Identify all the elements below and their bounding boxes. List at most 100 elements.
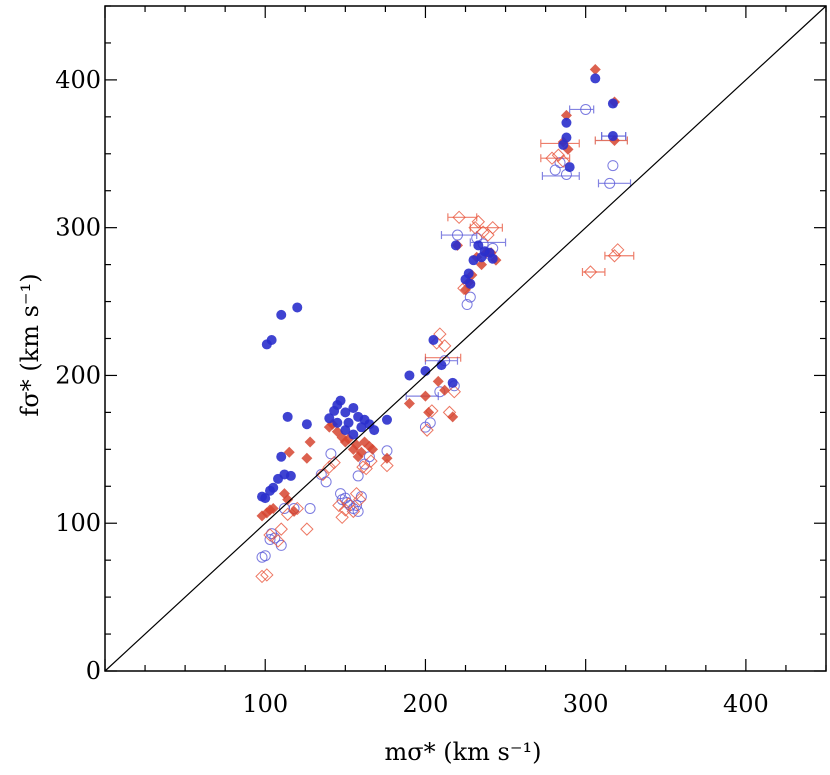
filled-diamond-point	[403, 398, 415, 410]
filled-circle-point	[465, 278, 476, 289]
open-diamond-point	[255, 569, 269, 584]
error-bar	[569, 105, 595, 114]
x-tick-label: 300	[563, 690, 609, 718]
y-tick-label: 200	[55, 361, 101, 389]
filled-circle-point	[332, 417, 343, 428]
filled-circle-point	[340, 425, 351, 436]
x-tick-label: 200	[403, 690, 449, 718]
open-diamond-point	[316, 467, 330, 482]
filled-circle-point	[436, 360, 447, 371]
y-tick-label: 400	[55, 66, 101, 94]
open-diamond-point	[300, 522, 314, 536]
filled-circle-point	[447, 377, 458, 388]
open-circle-point	[352, 505, 364, 517]
open-circle-point	[352, 470, 364, 482]
open-diamond-point	[486, 220, 500, 235]
open-circle-point	[275, 539, 287, 551]
open-diamond-point	[327, 455, 341, 470]
filled-circle-point	[369, 425, 380, 436]
filled-circle-point	[607, 98, 618, 109]
open-diamond-point	[353, 492, 367, 507]
filled-diamond-point	[476, 259, 488, 271]
open-diamond-point	[346, 504, 361, 519]
filled-diamond-point	[301, 452, 313, 464]
y-tick-label: 100	[55, 509, 101, 537]
open-circle-point	[604, 177, 616, 189]
open-diamond-point	[364, 454, 378, 468]
filled-circle-point	[292, 302, 303, 313]
data-marks	[255, 64, 635, 584]
filled-circle-point	[561, 132, 572, 143]
open-diamond-point	[556, 154, 570, 168]
one-to-one-line	[104, 5, 827, 672]
filled-circle-point	[420, 366, 431, 377]
filled-diamond-point	[352, 451, 364, 463]
open-circle-point	[259, 550, 271, 562]
x-tick-labels: 100 200 300 400	[242, 690, 768, 718]
open-diamond-point	[452, 210, 466, 225]
filled-diamond-point	[432, 375, 444, 387]
open-diamond-point	[551, 148, 566, 162]
open-circle-point	[320, 476, 332, 488]
x-tick-label: 400	[723, 690, 769, 718]
open-circle-point	[264, 533, 276, 545]
open-diamond-point	[263, 528, 277, 542]
filled-diamond-point	[589, 64, 601, 76]
open-diamond-point	[611, 243, 625, 257]
error-bar	[604, 251, 635, 260]
filled-circle-point	[266, 334, 277, 345]
filled-diamond-point	[288, 505, 300, 517]
filled-diamond-point	[423, 406, 435, 418]
open-circle-point	[351, 499, 363, 511]
filled-circle-point	[564, 162, 575, 173]
open-circle-point	[549, 164, 561, 176]
open-circle-point	[580, 103, 592, 115]
y-tick-label: 0	[86, 657, 101, 685]
filled-circle-point	[268, 482, 279, 493]
filled-diamond-point	[381, 452, 393, 464]
filled-diamond-point	[419, 390, 431, 402]
filled-circle-point	[260, 493, 271, 504]
filled-diamond-point	[367, 443, 379, 455]
open-diamond-point	[260, 568, 274, 582]
open-diamond-point	[380, 458, 394, 473]
filled-diamond-point	[267, 502, 279, 514]
open-diamond-point	[420, 423, 434, 437]
filled-diamond-point	[439, 384, 451, 396]
open-circle-point	[269, 532, 281, 544]
open-diamond-point	[338, 503, 353, 517]
filled-circle-point	[590, 73, 601, 84]
open-diamond-point	[545, 151, 559, 165]
open-diamond-point	[271, 534, 285, 548]
y-tick-label: 300	[55, 214, 101, 242]
open-diamond-point	[433, 327, 447, 341]
filled-circle-point	[463, 268, 474, 279]
error-bar	[581, 268, 606, 276]
open-diamond-point	[356, 460, 370, 474]
filled-diamond-point	[447, 411, 459, 423]
x-axis-label: mσ* (km s⁻¹)	[384, 738, 541, 766]
filled-circle-point	[282, 411, 293, 422]
open-circle-point	[461, 299, 473, 311]
open-diamond-point	[290, 501, 304, 516]
filled-circle-point	[348, 402, 359, 413]
open-diamond-point	[471, 215, 486, 229]
filled-circle-point	[285, 470, 296, 481]
y-tick-labels: 0 100 200 300 400	[55, 66, 101, 685]
open-diamond-point	[274, 522, 288, 536]
filled-diamond-point	[256, 510, 268, 522]
filled-circle-point	[428, 334, 439, 345]
filled-circle-point	[335, 395, 346, 406]
open-diamond-point	[468, 220, 482, 235]
open-diamond-point	[322, 460, 337, 474]
filled-circle-point	[276, 451, 287, 462]
y-axis-label: fσ* (km s⁻¹)	[16, 273, 44, 416]
filled-circle-point	[276, 309, 287, 320]
filled-diamond-point	[560, 109, 572, 121]
filled-circle-point	[450, 240, 461, 251]
open-diamond-point	[583, 265, 598, 279]
filled-diamond-point	[282, 494, 294, 506]
open-diamond-point	[607, 249, 622, 263]
filled-circle-point	[301, 419, 312, 430]
